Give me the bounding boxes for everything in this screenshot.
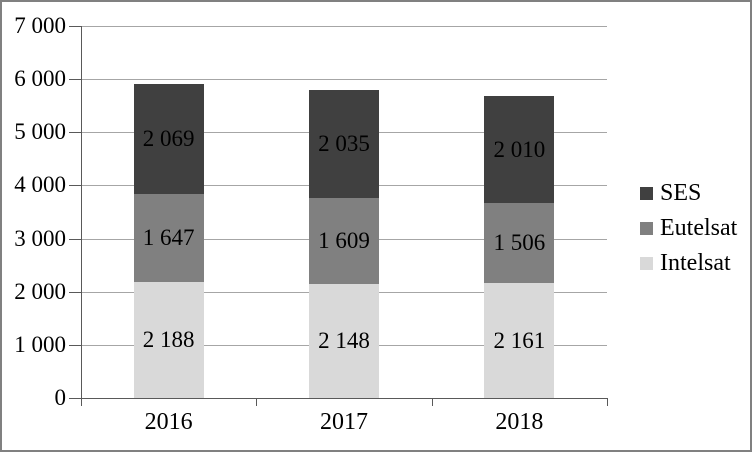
bar-segment-intelsat-2018 — [484, 283, 555, 398]
y-axis-tick — [69, 26, 81, 27]
legend-label: Intelsat — [660, 250, 731, 276]
legend-item-ses: SES — [640, 176, 737, 211]
bar-value-label-intelsat-2016: 2 188 — [142, 326, 195, 352]
x-axis-line — [69, 398, 607, 399]
bar-segment-ses-2016 — [133, 84, 204, 195]
legend-label: SES — [660, 180, 702, 206]
bar-segment-eutelsat-2016 — [133, 194, 204, 282]
x-axis-tick — [431, 398, 433, 406]
y-axis-tick-label: 4 000 — [14, 172, 66, 198]
y-axis-tick — [69, 185, 81, 187]
bar-segment-eutelsat-2018 — [484, 203, 555, 284]
bar-value-label-ses-2018: 2 010 — [493, 136, 546, 162]
bar-segment-eutelsat-2017 — [309, 198, 379, 284]
bar-segment-intelsat-2016 — [133, 281, 204, 398]
y-axis-tick-label: 3 000 — [14, 225, 66, 251]
bar-value-label-ses-2016: 2 069 — [142, 126, 195, 152]
y-axis-tick — [69, 132, 81, 134]
bar-segment-ses-2018 — [484, 96, 555, 204]
y-axis-tick-label: 5 000 — [14, 119, 66, 145]
bar-value-label-intelsat-2017: 2 148 — [318, 327, 370, 353]
y-axis-tick-label: 1 000 — [14, 331, 66, 357]
y-gridline — [81, 26, 607, 27]
legend-swatch-intelsat — [640, 257, 653, 270]
x-axis-tick — [81, 398, 82, 406]
bar-value-label-eutelsat-2018: 1 506 — [493, 230, 546, 256]
y-axis-tick-label: 6 000 — [14, 66, 66, 92]
bar-value-label-ses-2017: 2 035 — [318, 131, 370, 157]
y-axis-tick-label: 7 000 — [14, 13, 66, 38]
x-axis-category-label: 2016 — [144, 409, 193, 435]
y-axis-tick-label: 0 — [54, 385, 67, 410]
x-axis-tick — [607, 398, 608, 406]
x-axis-category-label: 2017 — [320, 409, 368, 435]
y-axis-tick — [69, 238, 81, 240]
y-axis-line — [81, 26, 82, 406]
bar-value-label-eutelsat-2017: 1 609 — [318, 228, 370, 254]
chart-legend: SES Eutelsat Intelsat — [640, 176, 737, 281]
legend-item-intelsat: Intelsat — [640, 246, 737, 281]
y-axis-tick — [69, 344, 81, 346]
legend-swatch-ses — [640, 187, 653, 200]
x-axis-tick — [256, 398, 258, 406]
legend-swatch-eutelsat — [640, 222, 653, 235]
legend-item-eutelsat: Eutelsat — [640, 211, 737, 246]
bar-segment-intelsat-2017 — [309, 283, 379, 398]
y-axis-tick — [69, 291, 81, 293]
bar-segment-ses-2017 — [309, 90, 379, 199]
y-gridline — [81, 79, 607, 81]
bar-value-label-intelsat-2018: 2 161 — [493, 327, 546, 353]
y-axis-tick — [69, 79, 81, 81]
bar-value-label-eutelsat-2016: 1 647 — [142, 224, 195, 250]
y-axis-tick-label: 2 000 — [14, 278, 66, 304]
x-axis-category-label: 2018 — [495, 409, 544, 435]
legend-label: Eutelsat — [660, 215, 738, 241]
